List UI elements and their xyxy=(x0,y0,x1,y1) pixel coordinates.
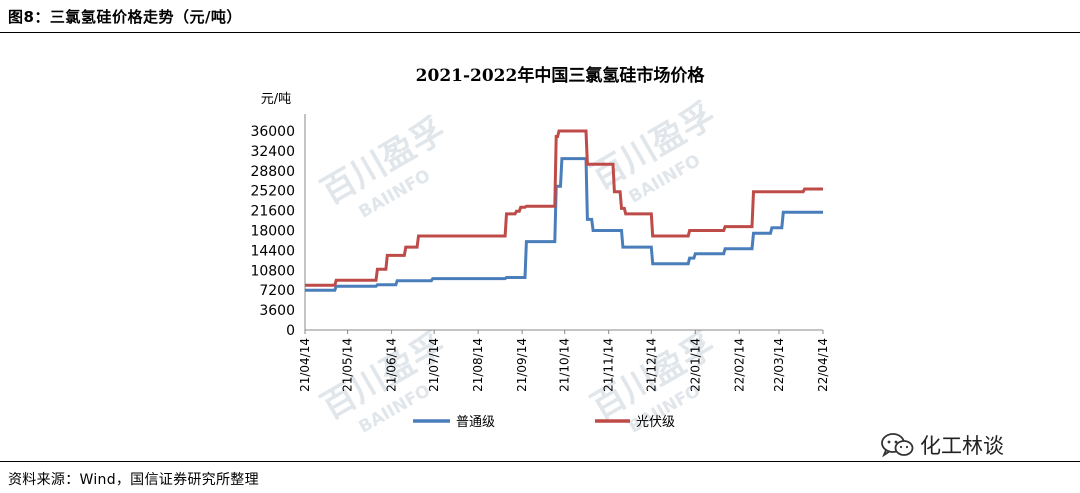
y-tick-label: 21600 xyxy=(250,204,295,220)
y-tick-label: 36000 xyxy=(250,124,295,140)
x-tick-label: 21/08/14 xyxy=(471,338,485,392)
series-line-2 xyxy=(305,129,823,287)
source-note: 资料来源：Wind，国信证券研究所整理 xyxy=(8,472,259,488)
legend-label-series-2: 光伏级 xyxy=(636,415,675,430)
series-line-1 xyxy=(305,157,823,292)
figure-title: 图8：三氯氢硅价格走势（元/吨） xyxy=(8,8,242,26)
legend: 普通级 光伏级 xyxy=(413,415,675,430)
wechat-badge: 化工林谈 xyxy=(880,430,1004,460)
y-axis: 0 3600 7200 10800 14400 18000 21600 25200 28800 3… xyxy=(250,124,295,339)
bottom-rule xyxy=(0,461,1080,462)
x-tick-label: 22/03/14 xyxy=(772,338,786,392)
series-layer xyxy=(305,129,823,292)
y-tick-label: 7200 xyxy=(259,283,295,299)
x-tick-label: 21/07/14 xyxy=(427,338,441,392)
legend-label-series-1: 普通级 xyxy=(456,415,495,430)
x-tick-label: 22/02/14 xyxy=(732,338,746,392)
x-tick-label: 22/04/14 xyxy=(816,338,830,392)
y-tick-label: 0 xyxy=(286,323,295,339)
x-tick-label: 22/01/14 xyxy=(688,338,702,392)
x-tick-label: 21/05/14 xyxy=(341,338,355,392)
x-tick-label: 21/12/14 xyxy=(644,338,658,392)
x-axis: 21/04/14 21/05/14 21/06/14 21/07/14 21/08/14… xyxy=(298,330,830,392)
y-tick-label: 14400 xyxy=(250,243,295,259)
wechat-icon xyxy=(881,433,914,458)
wechat-label: 化工林谈 xyxy=(920,434,1004,458)
chart-title: 2021-2022年中国三氯氢硅市场价格 xyxy=(416,65,706,86)
y-axis-unit-label: 元/吨 xyxy=(261,92,291,107)
y-tick-label: 25200 xyxy=(250,184,295,200)
x-tick-label: 21/04/14 xyxy=(298,338,312,392)
y-tick-label: 10800 xyxy=(250,263,295,279)
y-tick-label: 28800 xyxy=(250,164,295,180)
y-tick-label: 32400 xyxy=(250,144,295,160)
x-tick-label: 21/09/14 xyxy=(515,338,529,392)
x-tick-label: 21/11/14 xyxy=(602,338,616,392)
y-tick-label: 18000 xyxy=(250,224,295,240)
y-tick-label: 3600 xyxy=(259,303,295,319)
top-rule xyxy=(0,32,1080,33)
x-tick-label: 21/06/14 xyxy=(385,338,399,392)
x-tick-label: 21/10/14 xyxy=(558,338,572,392)
